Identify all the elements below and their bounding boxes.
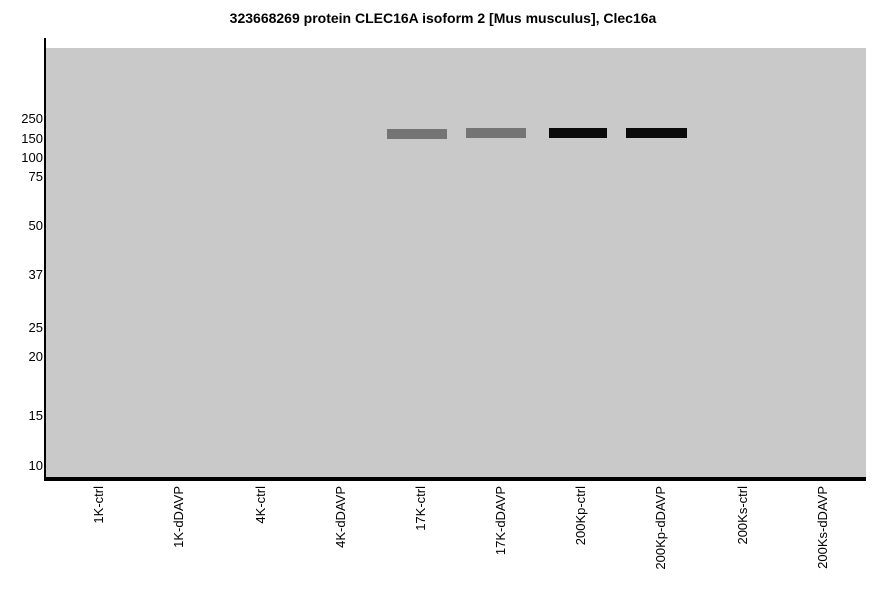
mw-marker-15: 15 bbox=[28, 408, 43, 423]
mw-marker-75: 75 bbox=[28, 169, 43, 184]
lane-label-200Ks-ctrl: 200Ks-ctrl bbox=[735, 486, 750, 545]
lane-label-4K-dDAVP: 4K-dDAVP bbox=[333, 486, 348, 548]
band-200Kp-dDAVP bbox=[626, 128, 687, 138]
lane-label-1K-ctrl: 1K-ctrl bbox=[91, 486, 106, 524]
lane-label-200Kp-dDAVP: 200Kp-dDAVP bbox=[653, 486, 668, 570]
mw-marker-150: 150 bbox=[21, 131, 43, 146]
mw-marker-100: 100 bbox=[21, 150, 43, 165]
mw-marker-50: 50 bbox=[28, 218, 43, 233]
x-axis-baseline bbox=[44, 477, 866, 481]
band-200Kp-ctrl bbox=[549, 128, 607, 138]
mw-marker-37: 37 bbox=[28, 267, 43, 282]
lane-label-17K-ctrl: 17K-ctrl bbox=[413, 486, 428, 531]
lane-label-1K-dDAVP: 1K-dDAVP bbox=[171, 486, 186, 548]
lane-label-200Kp-ctrl: 200Kp-ctrl bbox=[573, 486, 588, 546]
lane-label-17K-dDAVP: 17K-dDAVP bbox=[493, 486, 508, 556]
y-axis-line bbox=[44, 38, 46, 481]
lane-label-4K-ctrl: 4K-ctrl bbox=[253, 486, 268, 524]
lane-label-200Ks-dDAVP: 200Ks-dDAVP bbox=[815, 486, 830, 569]
figure-title: 323668269 protein CLEC16A isoform 2 [Mus… bbox=[229, 10, 657, 26]
band-17K-dDAVP bbox=[466, 128, 526, 138]
band-17K-ctrl bbox=[387, 129, 447, 139]
mw-marker-250: 250 bbox=[21, 111, 43, 126]
mw-marker-25: 25 bbox=[28, 320, 43, 335]
mw-marker-10: 10 bbox=[28, 458, 43, 473]
gel-plot-area bbox=[46, 48, 866, 477]
mw-marker-20: 20 bbox=[28, 349, 43, 364]
